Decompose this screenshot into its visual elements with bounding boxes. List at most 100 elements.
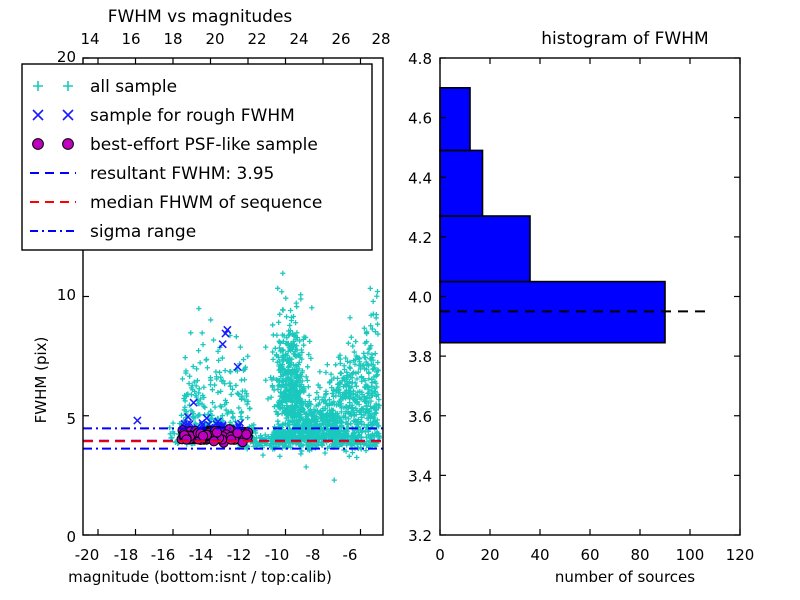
marker-plus [229,386,236,392]
marker-plus [269,384,276,390]
marker-plus [208,408,214,414]
marker-cross [133,416,142,425]
marker-plus [364,403,370,409]
marker-plus [346,387,352,393]
marker-plus [277,453,283,459]
marker-plus [354,399,360,406]
marker-plus [306,408,312,414]
marker-plus [287,356,293,362]
marker-plus [244,401,250,407]
hist-y-tick-label: 4.4 [408,169,432,187]
marker-plus [361,325,367,331]
marker-plus [375,359,381,366]
marker-plus [354,441,360,447]
legend-label: best-effort PSF-like sample [90,135,318,155]
marker-plus [306,392,312,399]
marker-plus [188,330,194,336]
marker-plus [372,351,378,357]
marker-plus [228,391,234,398]
marker-plus [170,429,176,435]
marker-plus [302,409,308,415]
marker-plus [367,285,373,292]
marker-plus [196,305,202,312]
marker-plus [375,331,381,337]
marker-plus [368,356,374,362]
marker-plus [333,393,339,399]
hist-x-tick-label: 0 [435,546,445,564]
marker-plus [268,438,275,445]
marker-plus [366,390,372,396]
marker-plus [330,435,336,441]
marker-plus [305,364,311,370]
marker-plus [282,444,289,450]
marker-plus [301,388,307,394]
marker-plus [366,369,372,375]
marker-plus [192,388,198,394]
marker-plus [358,374,365,380]
histogram-bars [439,87,666,344]
marker-plus [278,390,284,396]
marker-plus [327,379,333,385]
marker-circle [197,430,209,442]
marker-plus [283,389,289,395]
legend-marker-plus-icon [63,81,73,91]
marker-plus [367,433,373,439]
marker-plus [230,415,236,421]
marker-plus [330,413,337,419]
legend-label: sample for rough FWHM [90,106,295,126]
marker-plus [245,353,251,359]
marker-plus [184,391,190,398]
marker-plus [222,401,228,408]
marker-plus [372,329,379,335]
marker-plus [310,413,316,419]
marker-plus [280,270,286,276]
marker-plus [245,398,251,405]
marker-plus [321,394,327,400]
marker-plus [270,356,276,362]
marker-plus [196,386,202,392]
marker-plus [357,362,364,369]
marker-plus [353,383,360,389]
marker-plus [183,368,189,374]
marker-plus [343,404,349,410]
marker-plus [317,369,323,375]
marker-plus [295,404,301,410]
marker-plus [374,288,381,295]
marker-plus [197,396,204,402]
marker-plus [319,441,325,447]
marker-plus [303,464,309,470]
marker-plus [336,443,342,450]
marker-plus [337,416,343,422]
marker-plus [286,390,293,397]
marker-plus [344,369,350,375]
marker-plus [236,391,242,397]
marker-plus [354,454,360,461]
marker-plus [244,393,250,399]
marker-circle [181,434,192,445]
legend-marker-cross-icon [32,109,44,121]
marker-plus [340,375,346,381]
marker-plus [207,382,214,388]
marker-plus [215,389,221,396]
marker-plus [290,418,296,424]
marker-plus [193,394,200,400]
marker-plus [179,376,186,382]
marker-plus [273,442,279,448]
marker-plus [319,397,325,403]
top-tick-label: 20 [205,30,224,48]
marker-plus [238,396,245,402]
legend-marker-plus-icon [33,81,43,91]
marker-plus [363,366,370,372]
marker-plus [297,352,303,358]
marker-plus [279,422,285,428]
marker-plus [188,407,194,413]
marker-plus [292,386,298,392]
marker-plus [305,384,311,390]
marker-plus [354,419,360,425]
marker-plus [302,401,308,407]
top-tick-label: 18 [163,30,182,48]
marker-plus [372,378,378,385]
marker-plus [233,382,239,389]
marker-plus [342,435,349,441]
marker-plus [298,451,304,457]
